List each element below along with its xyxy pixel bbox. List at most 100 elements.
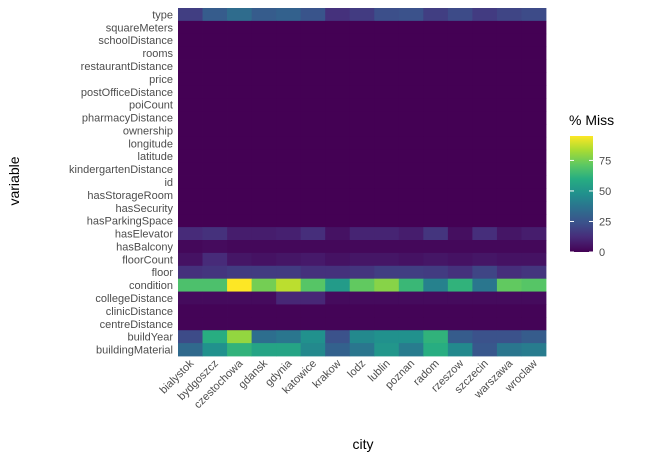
heatmap-cell (325, 317, 351, 331)
heatmap-cell (300, 111, 326, 125)
heatmap-cell (349, 317, 375, 331)
heatmap-cell (496, 8, 522, 22)
heatmap-cell (251, 278, 277, 292)
heatmap-cell (178, 317, 203, 331)
heatmap-cell (300, 343, 326, 357)
heatmap-cell (472, 188, 498, 202)
heatmap-cell (202, 162, 228, 176)
heatmap-cell (398, 291, 424, 305)
heatmap-cell (251, 59, 277, 73)
heatmap-cell (447, 265, 473, 280)
y-tick-label: restaurantDistance (81, 61, 173, 73)
heatmap-cell (325, 291, 351, 305)
heatmap-cell (300, 252, 326, 267)
heatmap-cell (276, 175, 302, 189)
heatmap-cell (251, 98, 277, 112)
heatmap-cell (202, 252, 228, 267)
heatmap-cell (472, 46, 498, 60)
heatmap-cell (496, 201, 522, 215)
heatmap-cell (227, 85, 252, 99)
heatmap-cell (227, 291, 252, 305)
heatmap-cell (325, 124, 351, 138)
heatmap-cell (398, 227, 424, 241)
heatmap-cell (178, 20, 203, 35)
y-tick-label: clinicDistance (106, 306, 173, 318)
heatmap-cell (423, 33, 449, 48)
heatmap-cell (251, 8, 277, 22)
heatmap-cell (423, 343, 449, 357)
legend-tick-label: 75 (599, 155, 611, 167)
heatmap-cell (374, 265, 400, 280)
heatmap-cell (521, 149, 547, 164)
heatmap-cell (276, 149, 302, 164)
heatmap-cell (178, 8, 203, 22)
legend-tick-label: 50 (599, 186, 611, 198)
heatmap-cell (521, 72, 547, 86)
heatmap-cell (178, 330, 203, 344)
heatmap-cell (521, 265, 547, 280)
legend-color-bar (570, 136, 593, 252)
heatmap-cell (325, 20, 351, 35)
heatmap-cell (227, 33, 252, 48)
heatmap-cell (423, 252, 449, 267)
heatmap-cell (349, 240, 375, 254)
y-axis-title: variable (6, 156, 22, 205)
heatmap-cell (227, 278, 252, 292)
heatmap-cell (521, 214, 547, 228)
heatmap-cell (349, 162, 375, 176)
heatmap-cell (496, 136, 522, 151)
heatmap-cell (423, 240, 449, 254)
heatmap-cell (202, 265, 228, 280)
heatmap-cell (423, 98, 449, 112)
heatmap-cell (325, 33, 351, 48)
heatmap-cell (496, 124, 522, 138)
y-tick-label: ownership (123, 125, 173, 137)
heatmap-cell (472, 162, 498, 176)
heatmap-cell (349, 85, 375, 99)
heatmap-cell (398, 278, 424, 292)
heatmap-cell (202, 59, 228, 73)
heatmap-cell (374, 59, 400, 73)
heatmap-cell (300, 59, 326, 73)
heatmap-cell (300, 20, 326, 35)
heatmap-cell (447, 330, 473, 344)
heatmap-cell (178, 201, 203, 215)
heatmap-cell (447, 111, 473, 125)
heatmap-cell (178, 304, 203, 318)
heatmap-cell (374, 175, 400, 189)
heatmap-cell (472, 124, 498, 138)
heatmap-cell (227, 111, 252, 125)
heatmap-cell (423, 201, 449, 215)
heatmap-cell (423, 188, 449, 202)
heatmap-cell (496, 278, 522, 292)
heatmap-cell (300, 149, 326, 164)
heatmap-cell (325, 98, 351, 112)
heatmap-cell (202, 214, 228, 228)
heatmap-cell (300, 85, 326, 99)
heatmap-cell (349, 175, 375, 189)
heatmap-cell (325, 214, 351, 228)
heatmap-cell (349, 111, 375, 125)
heatmap-cell (496, 20, 522, 35)
heatmap-cell (496, 227, 522, 241)
heatmap-cell (374, 317, 400, 331)
heatmap-cell (227, 149, 252, 164)
heatmap-cell (447, 20, 473, 35)
heatmap-cell (202, 136, 228, 151)
heatmap-cell (227, 72, 252, 86)
heatmap-cell (423, 304, 449, 318)
heatmap-cell (227, 265, 252, 280)
heatmap-cell (472, 98, 498, 112)
heatmap-cell (202, 46, 228, 60)
heatmap-cell (447, 149, 473, 164)
heatmap-cell (447, 46, 473, 60)
heatmap-cell (349, 136, 375, 151)
heatmap-cell (178, 252, 203, 267)
heatmap-cell (227, 162, 252, 176)
heatmap-cell (251, 330, 277, 344)
heatmap-cell (178, 291, 203, 305)
heatmap-cell (472, 278, 498, 292)
y-tick-label: longitude (128, 138, 173, 150)
heatmap-cell (447, 291, 473, 305)
